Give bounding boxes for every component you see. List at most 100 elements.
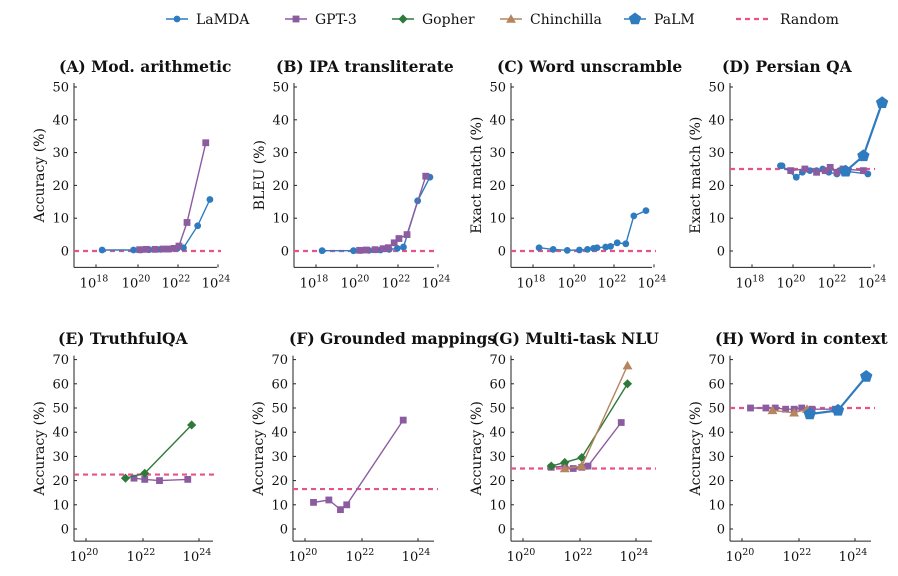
data-point: [130, 474, 138, 482]
data-point: [164, 245, 172, 253]
y-tick-label: 10: [489, 498, 506, 513]
y-tick-label: 30: [271, 450, 288, 465]
data-point: [859, 167, 867, 175]
panel-title: (H) Word in context: [715, 329, 888, 348]
y-tick-label: 40: [272, 113, 289, 128]
data-point: [142, 245, 150, 253]
series-gpt-3: [356, 172, 430, 254]
y-tick-label: 10: [708, 212, 725, 227]
data-point: [622, 240, 630, 248]
y-tick-label: 40: [271, 426, 288, 441]
data-point: [762, 404, 770, 412]
data-point: [356, 246, 364, 254]
panel-title: (D) Persian QA: [722, 57, 853, 76]
legend-label: PaLM: [654, 12, 695, 28]
data-point: [771, 404, 779, 412]
y-axis-label: Accuracy (%): [251, 401, 267, 496]
series-lamda: [98, 196, 214, 254]
data-point: [860, 370, 873, 382]
y-tick-label: 10: [272, 212, 289, 227]
data-point: [617, 419, 625, 426]
series-gpt-3: [130, 474, 192, 484]
y-axis-label: Accuracy (%): [32, 401, 48, 496]
legend-item-random: Random: [736, 12, 839, 28]
series-chinchilla: [559, 360, 633, 473]
y-tick-label: 40: [52, 113, 69, 128]
data-point: [584, 245, 591, 253]
y-tick-label: 20: [708, 179, 725, 194]
series-gpt-3: [310, 416, 407, 514]
data-point: [422, 172, 430, 180]
y-tick-label: 0: [280, 523, 288, 538]
series-line: [551, 383, 629, 467]
legend-item-lamda: LaMDA: [166, 12, 250, 28]
data-point: [390, 239, 398, 247]
y-tick-label: 0: [61, 523, 69, 538]
panel-title: (F) Grounded mappings: [289, 329, 496, 348]
y-tick-label: 0: [717, 523, 725, 538]
legend-label: Random: [780, 12, 839, 28]
legend-item-gopher: Gopher: [392, 12, 475, 28]
data-point: [833, 168, 841, 176]
y-tick-label: 70: [271, 353, 288, 368]
x-tick-label: 1024: [402, 547, 431, 565]
data-point: [130, 246, 137, 254]
y-axis-label: Exact match (%): [469, 117, 485, 234]
x-tick-label: 1018: [300, 273, 329, 291]
x-tick-label: 1024: [422, 273, 451, 291]
y-tick-label: 70: [708, 353, 725, 368]
data-point: [136, 246, 144, 254]
data-point: [175, 242, 183, 250]
data-point: [789, 407, 800, 417]
data-point: [613, 239, 621, 247]
data-point: [576, 246, 583, 254]
legend-item-palm: PaLM: [624, 12, 695, 28]
data-point: [839, 164, 852, 177]
legend: LaMDA GPT-3 Gopher Chinchilla PaLM Random: [166, 12, 839, 28]
data-point: [630, 212, 638, 220]
y-tick-label: 40: [489, 113, 506, 128]
y-tick-label: 30: [52, 450, 69, 465]
series-line: [125, 424, 193, 479]
legend-marker: [506, 14, 516, 23]
legend-marker: [398, 14, 408, 24]
series-palm: [839, 96, 889, 177]
data-point: [821, 167, 829, 175]
panel-title: (A) Mod. arithmetic: [59, 57, 232, 76]
data-point: [337, 506, 344, 514]
x-tick-label: 1022: [783, 547, 812, 565]
data-point: [184, 475, 192, 483]
y-tick-label: 70: [52, 353, 69, 368]
y-tick-label: 0: [717, 245, 725, 260]
x-tick-label: 1022: [382, 273, 411, 291]
y-tick-label: 40: [708, 113, 725, 128]
x-tick-label: 1020: [558, 273, 587, 291]
y-tick-label: 20: [272, 179, 289, 194]
data-point: [206, 196, 214, 203]
y-tick-label: 60: [708, 377, 725, 392]
y-tick-label: 40: [489, 426, 506, 441]
y-tick-label: 50: [52, 402, 69, 417]
y-axis-label: Exact match (%): [688, 117, 704, 234]
data-point: [371, 246, 379, 254]
y-tick-label: 50: [489, 402, 506, 417]
legend-label: LaMDA: [196, 12, 250, 28]
data-point: [140, 468, 150, 478]
x-tick-label: 1020: [122, 273, 151, 291]
data-point: [593, 244, 601, 252]
x-tick-label: 1020: [341, 273, 370, 291]
panel-title: (E) TruthfulQA: [58, 329, 188, 348]
data-point: [642, 207, 650, 215]
y-tick-label: 0: [498, 245, 506, 260]
data-point: [384, 244, 392, 252]
data-point: [767, 405, 778, 415]
x-tick-label: 1024: [620, 547, 649, 565]
x-tick-label: 1022: [598, 273, 627, 291]
y-tick-label: 10: [271, 498, 288, 513]
data-point: [159, 245, 167, 253]
